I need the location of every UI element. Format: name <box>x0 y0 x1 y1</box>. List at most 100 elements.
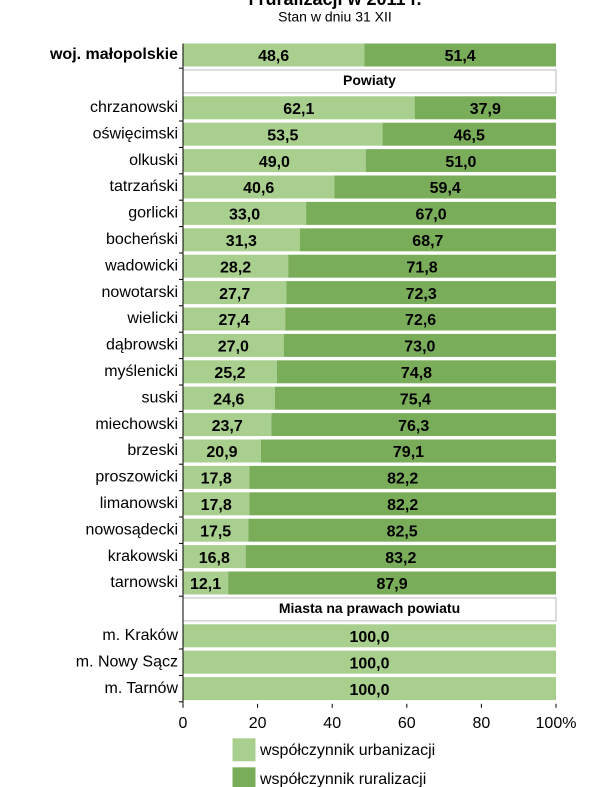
value-label: 67,0 <box>415 207 446 224</box>
section-label: Miasta na prawach powiatu <box>279 600 460 616</box>
bar-segment <box>183 175 335 199</box>
bar-segment <box>183 571 229 595</box>
value-label: 24,6 <box>213 391 244 408</box>
bar-segment <box>271 413 556 437</box>
value-label: 79,1 <box>393 444 424 461</box>
category-label: nowotarski <box>102 284 178 301</box>
category-label: miechowski <box>95 416 178 433</box>
bar-segment <box>274 386 556 410</box>
x-tick-label: 20 <box>249 715 267 732</box>
bar-segment <box>276 360 556 384</box>
bar-segment <box>183 386 275 410</box>
category-label: m. Tarnów <box>104 680 178 697</box>
legend-swatch <box>231 766 257 787</box>
category-label: suski <box>142 389 178 406</box>
bar-segment <box>288 254 556 278</box>
category-label: tatrzański <box>110 178 178 195</box>
legend-swatch <box>231 737 257 763</box>
value-label: 59,4 <box>430 180 461 197</box>
category-label: woj. małopolskie <box>49 46 178 63</box>
bar-segment <box>183 545 246 569</box>
category-label: limanowski <box>100 495 178 512</box>
value-label: 87,9 <box>376 576 407 593</box>
bar-segment <box>183 439 261 463</box>
value-label: 51,0 <box>445 154 476 171</box>
category-label: wadowicki <box>104 257 178 274</box>
legend-label: współczynnik urbanizacji <box>259 742 435 759</box>
value-label: 23,7 <box>212 418 243 435</box>
bar-segment <box>364 43 556 67</box>
bar-segment <box>183 624 556 648</box>
value-label: 62,1 <box>283 101 314 118</box>
bar-segment <box>382 122 556 146</box>
value-label: 48,6 <box>258 48 289 65</box>
bar-segment <box>228 571 556 595</box>
value-label: 17,8 <box>201 497 232 514</box>
bar-segment <box>283 333 556 357</box>
value-label: 16,8 <box>199 550 230 567</box>
category-label: myślenicki <box>104 363 178 380</box>
legend-label: współczynnik ruralizacji <box>259 771 426 787</box>
bar-segment <box>183 677 556 701</box>
bar-segment <box>183 96 415 120</box>
bar-segment <box>183 333 284 357</box>
bar-segment <box>414 96 556 120</box>
value-label: 76,3 <box>398 418 429 435</box>
bar-segment <box>183 465 250 489</box>
category-label: bocheński <box>106 231 178 248</box>
category-label: tarnowski <box>110 574 178 591</box>
category-label: nowosądecki <box>86 521 179 538</box>
category-label: wielicki <box>126 310 178 327</box>
value-label: 37,9 <box>470 101 501 118</box>
value-label: 74,8 <box>401 365 432 382</box>
bar-segment <box>183 281 287 305</box>
bar-segment <box>306 201 556 225</box>
bar-segment <box>183 122 383 146</box>
chart-subtitle: Stan w dniu 31 XII <box>278 9 392 25</box>
bar-segment <box>260 439 556 463</box>
value-label: 27,7 <box>219 286 250 303</box>
category-label: krakowski <box>108 548 178 565</box>
bar-segment <box>183 518 249 542</box>
bar-segment <box>183 201 307 225</box>
x-tick-label: 60 <box>398 715 416 732</box>
bar-segment <box>183 307 286 331</box>
bar-segment <box>183 149 366 173</box>
bar-segment <box>285 307 556 331</box>
value-label: 33,0 <box>229 207 260 224</box>
value-label: 68,7 <box>412 233 443 250</box>
category-label: brzeski <box>127 442 178 459</box>
category-label: chrzanowski <box>90 99 178 116</box>
value-label: 83,2 <box>385 550 416 567</box>
value-label: 51,4 <box>445 48 476 65</box>
value-label: 20,9 <box>206 444 237 461</box>
value-label: 17,8 <box>201 471 232 488</box>
x-tick-label: 80 <box>473 715 491 732</box>
bar-segment <box>299 228 556 252</box>
bar-segment <box>183 650 556 674</box>
value-label: 12,1 <box>190 576 221 593</box>
value-label: 53,5 <box>267 127 298 144</box>
value-label: 82,2 <box>387 471 418 488</box>
bar-segment <box>183 228 300 252</box>
value-label: 71,8 <box>407 259 438 276</box>
bar-segment <box>183 492 250 516</box>
bar-segment <box>183 413 272 437</box>
bar-segment <box>365 149 556 173</box>
bar-segment <box>245 545 556 569</box>
value-label: 100,0 <box>349 655 389 672</box>
bar-segment <box>183 43 365 67</box>
x-tick-label: 40 <box>323 715 341 732</box>
value-label: 46,5 <box>454 127 485 144</box>
bar-segment <box>334 175 556 199</box>
value-label: 17,5 <box>200 523 231 540</box>
value-label: 27,4 <box>219 312 250 329</box>
bar-segment <box>183 360 277 384</box>
category-label: olkuski <box>129 152 178 169</box>
value-label: 40,6 <box>243 180 274 197</box>
value-label: 82,2 <box>387 497 418 514</box>
bar-segment <box>286 281 556 305</box>
value-label: 72,3 <box>406 286 437 303</box>
value-label: 72,6 <box>405 312 436 329</box>
